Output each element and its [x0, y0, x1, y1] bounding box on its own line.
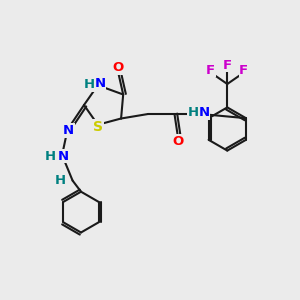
Text: H: H: [84, 78, 95, 91]
Text: N: N: [95, 77, 106, 90]
Text: N: N: [63, 124, 74, 137]
Text: N: N: [58, 149, 69, 163]
Text: S: S: [93, 120, 103, 134]
Text: H: H: [54, 173, 66, 187]
Text: H: H: [188, 106, 199, 119]
Text: F: F: [239, 64, 248, 77]
Text: O: O: [112, 61, 123, 74]
Text: F: F: [206, 64, 215, 77]
Text: O: O: [172, 135, 184, 148]
Text: H: H: [45, 149, 56, 163]
Text: F: F: [223, 58, 232, 72]
Text: N: N: [198, 106, 209, 119]
